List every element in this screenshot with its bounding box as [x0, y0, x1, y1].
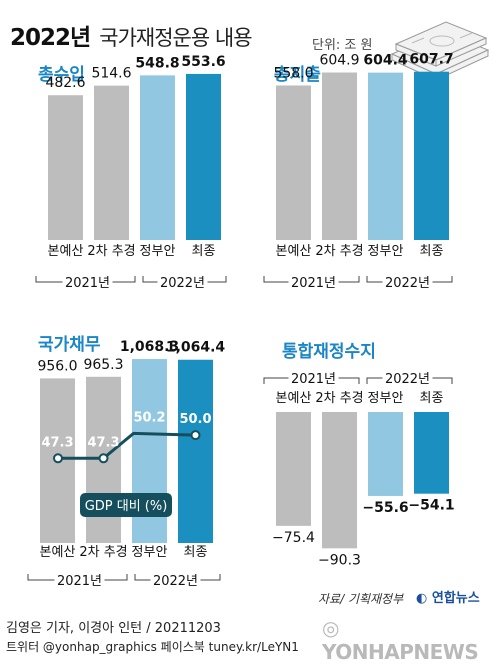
bar-value-label: 514.6 [91, 66, 131, 82]
gdp-ratio-point [190, 430, 201, 441]
category-label: 정부안 [132, 545, 168, 560]
bar-value-label: 965.3 [83, 357, 123, 373]
group-label-bg [288, 273, 339, 291]
bar-value-label: 956.0 [37, 358, 77, 374]
group-label: 2022년 [385, 276, 430, 291]
bar-value-label: −75.4 [272, 530, 315, 546]
category-label: 최종 [420, 391, 444, 406]
bar-value-label: 558.0 [273, 65, 313, 81]
category-label: 2차 추경 [315, 244, 363, 259]
category-label: 정부안 [140, 244, 176, 259]
category-label: 본예산 [48, 244, 84, 259]
chart-title: 국가채무 [38, 335, 101, 355]
category-label: 최종 [184, 545, 208, 560]
brand-name: 연합뉴스 [431, 591, 480, 606]
gdp-ratio-value-label: 47.3 [41, 435, 73, 450]
group-label-bg [54, 571, 105, 589]
category-label: 2차 추경 [79, 545, 127, 560]
category-label: 2차 추경 [315, 391, 363, 406]
bar [94, 85, 129, 241]
gdp-ratio-value-label: 50.0 [179, 412, 211, 427]
watermark: ◎ YONHAPNEWS [322, 616, 499, 664]
bar-value-label: 1,068.3 [120, 339, 179, 355]
page-title-wrap: 2022년 국가재정운용 내용 [10, 18, 253, 52]
group-label: 2021년 [291, 372, 336, 387]
category-label: 정부안 [368, 244, 404, 259]
bar-value-label: 604.4 [363, 53, 408, 69]
bar-value-label: −55.6 [362, 500, 408, 516]
bar-value-label: −90.3 [318, 552, 361, 568]
group-label-bg [288, 369, 339, 387]
group-label: 2022년 [153, 574, 198, 589]
category-label: 본예산 [276, 244, 312, 259]
group-label-bg [157, 273, 208, 291]
bar-value-label: 553.6 [181, 54, 225, 70]
group-label: 2021년 [57, 574, 102, 589]
gdp-ratio-line [58, 431, 196, 460]
social-line: 트위터 @yonhap_graphics 페이스북 tuney.kr/LeYN1 [6, 640, 299, 654]
page-title: 2022년 [10, 25, 91, 51]
bar [368, 72, 403, 241]
category-label: 본예산 [40, 545, 76, 560]
gdp-ratio-value-label: 50.2 [133, 410, 165, 425]
category-label: 정부안 [368, 391, 404, 406]
brand-circle-icon: ◐ [416, 591, 428, 606]
group-label-bg [150, 571, 201, 589]
bar-value-label: 1,064.4 [166, 340, 226, 356]
bar [368, 412, 403, 496]
source-label: 자료/ 기획재정부 [318, 592, 404, 606]
bar-value-label: −54.1 [408, 498, 454, 514]
gdp-ratio-legend-label: GDP 대비 (%) [85, 499, 168, 514]
unit-label: 단위: 조 원 [312, 38, 373, 53]
bar [186, 73, 221, 240]
bar [414, 412, 449, 494]
gdp-ratio-value-label: 47.3 [87, 435, 119, 450]
watermark-text: YONHAPNEWS [322, 640, 479, 664]
gdp-ratio-point [53, 453, 63, 464]
chart-title: 통합재정수지 [282, 341, 376, 362]
bar [178, 359, 213, 543]
bar [322, 72, 357, 240]
brand-logo: ◐ 연합뉴스 [416, 587, 480, 606]
bar [414, 71, 449, 241]
credit-line: 김영은 기자, 이경아 인턴 / 20211203 [6, 621, 221, 636]
category-label: 최종 [420, 244, 444, 259]
chart-title: 총수입 [38, 65, 85, 85]
gdp-ratio-point [98, 453, 109, 464]
category-label: 2차 추경 [87, 244, 135, 259]
category-label: 최종 [192, 244, 216, 259]
bar-value-label: 548.8 [135, 55, 179, 71]
bar [48, 95, 83, 240]
bar-value-label: 482.6 [45, 75, 85, 91]
gdp-ratio-legend-badge [80, 493, 172, 517]
page-subtitle: 국가재정운용 내용 [99, 26, 252, 50]
bar [322, 412, 357, 549]
group-label: 2021년 [65, 276, 110, 291]
group-label-bg [382, 369, 433, 387]
bar [140, 75, 175, 240]
bar [276, 412, 311, 526]
bar-value-label: 607.7 [409, 52, 453, 68]
chart-title: 총지출 [274, 65, 321, 85]
group-label: 2022년 [385, 372, 430, 387]
watermark-icon: ◎ [322, 616, 339, 640]
bar-value-label: 604.9 [319, 52, 359, 68]
group-label: 2021년 [291, 276, 336, 291]
group-label: 2022년 [160, 276, 205, 291]
group-label-bg [62, 273, 113, 291]
group-label-bg [382, 273, 433, 291]
bar [276, 85, 311, 240]
category-label: 본예산 [276, 391, 312, 406]
